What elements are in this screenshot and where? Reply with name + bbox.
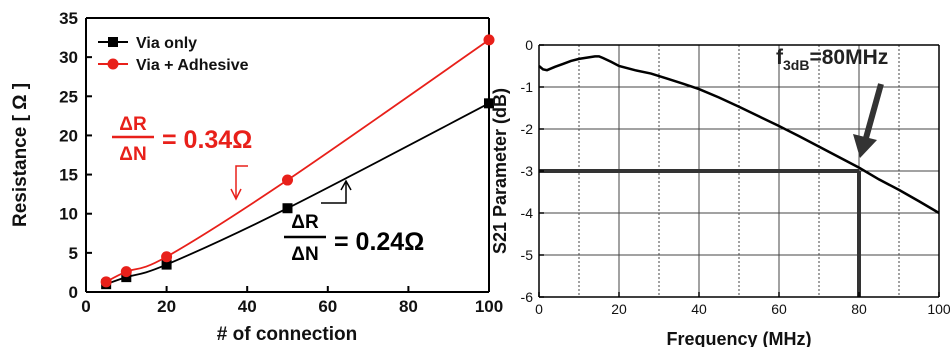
left-x-tick-label: 80 [399, 297, 418, 316]
left-y-tick-label: 35 [59, 9, 78, 28]
right-x-tick-label: 0 [535, 301, 543, 317]
slope-annotation-red: ΔR ΔN = 0.34Ω [112, 114, 252, 201]
f3db-symbol: f [776, 46, 784, 69]
right-y-tick-label: -5 [521, 247, 534, 263]
data-point-via-adhesive [161, 251, 173, 263]
left-x-tick-label: 40 [238, 297, 257, 316]
right-x-axis-title: Frequency (MHz) [666, 329, 811, 347]
right-y-tick-label: 0 [525, 37, 533, 53]
right-x-tick-label: 20 [611, 301, 627, 317]
s21-chart: 0 20 40 60 80 100 0 -1 -2 -3 -4 -5 -6 f3dB=80MHz Fre… [490, 37, 950, 347]
black-slope-indicator [321, 182, 347, 204]
left-y-tick-label: 10 [59, 205, 78, 224]
red-annotation-denominator: ΔN [119, 144, 146, 165]
resistance-chart: 0 20 40 60 80 100 0 5 10 15 20 25 30 35 Via only Via … [10, 9, 503, 345]
red-slope-indicator [235, 165, 248, 198]
left-x-tick-label: 100 [475, 297, 503, 316]
legend-label-via-only: Via only [136, 35, 197, 52]
data-point-via-only [484, 98, 494, 109]
f3db-subscript: 3dB [783, 57, 809, 73]
left-x-tick-label: 60 [318, 297, 337, 316]
left-y-tick-label: 30 [59, 48, 78, 67]
right-y-tick-label: -4 [521, 205, 534, 221]
left-y-tick-label: 25 [59, 87, 78, 106]
left-y-tick-label: 5 [69, 244, 78, 263]
red-annotation-numerator: ΔR [119, 114, 147, 135]
right-y-tick-label: -6 [521, 289, 534, 305]
left-y-tick-label: 0 [69, 283, 78, 302]
legend-label-via-adhesive: Via + Adhesive [136, 57, 249, 74]
right-x-tick-label: 80 [851, 301, 867, 317]
black-annotation-value: = 0.24Ω [334, 228, 424, 256]
black-slope-arrowhead [340, 179, 352, 191]
data-point-via-adhesive [120, 266, 132, 278]
black-annotation-denominator: ΔN [291, 244, 318, 265]
right-y-axis-title: S21 Parameter (dB) [490, 88, 510, 254]
data-point-via-only [282, 203, 293, 214]
left-y-axis-title: Resistance [ Ω ] [10, 83, 31, 227]
s21-curve [538, 55, 940, 215]
left-x-tick-label: 20 [157, 297, 176, 316]
left-y-tick-label: 15 [59, 166, 78, 185]
data-point-via-only [161, 259, 172, 270]
left-x-axis-title: # of connection [217, 324, 357, 345]
right-y-tick-label: -2 [521, 121, 534, 137]
left-x-tick-label: 0 [81, 297, 90, 316]
red-slope-arrowhead [230, 188, 242, 201]
legend-marker-via-adhesive [107, 58, 119, 70]
legend-marker-via-only [108, 37, 118, 47]
slope-annotation-black: ΔR ΔN = 0.24Ω [284, 179, 424, 265]
f3db-arrowhead [853, 134, 877, 158]
red-annotation-value: = 0.34Ω [162, 126, 252, 154]
right-x-tick-label: 100 [927, 301, 950, 317]
right-y-tick-label: -1 [521, 79, 534, 95]
right-y-tick-label: -3 [521, 163, 534, 179]
f3db-arrow-shaft [863, 83, 884, 139]
right-x-tick-label: 40 [691, 301, 707, 317]
f3db-value: =80MHz [809, 46, 888, 69]
black-annotation-numerator: ΔR [291, 212, 319, 233]
f3db-label: f3dB=80MHz [776, 46, 888, 73]
left-legend: Via only Via + Adhesive [98, 35, 249, 74]
data-point-via-adhesive [282, 174, 293, 186]
right-x-tick-label: 60 [771, 301, 787, 317]
data-point-via-adhesive [483, 34, 495, 46]
data-point-via-adhesive [100, 276, 112, 288]
f3db-annotation: f3dB=80MHz [776, 46, 888, 158]
left-y-tick-label: 20 [59, 126, 78, 145]
